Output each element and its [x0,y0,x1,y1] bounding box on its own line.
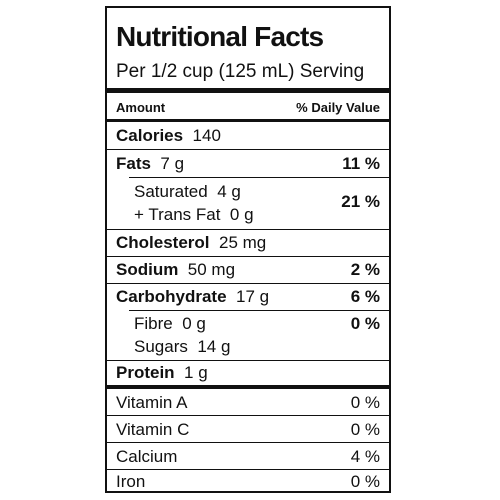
serving-size: Per 1/2 cup (125 mL) Serving [116,61,365,82]
fats-amount: 7 g [160,154,185,173]
fats-row: Fats 7 g 11 % [107,150,389,177]
mineral-name: Iron [116,472,146,491]
vitamin-row: Vitamin A 0 % [107,389,389,415]
divider [107,469,389,470]
sugars-amount: 14 g [197,337,231,356]
fats-daily-value: 11 % [342,154,380,173]
trans-fat-amount: 0 g [229,205,254,224]
label-title: Nutritional Facts [116,21,324,52]
protein-amount: 1 g [184,363,208,382]
mineral-row: Iron 0 % [107,470,389,491]
saturated-trans-daily-value: 21 % [341,192,380,211]
calories-label: Calories [116,126,184,145]
thick-rule-top [107,88,389,93]
divider [129,177,389,178]
carbohydrate-row: Carbohydrate 17 g 6 % [107,284,389,310]
mineral-name: Calcium [116,447,178,466]
vitamin-row: Vitamin C 0 % [107,416,389,442]
sugars-label: Sugars [134,337,188,356]
fats-label: Fats [116,154,151,173]
medium-rule [107,119,389,122]
column-header-row: Amount % Daily Value [107,94,389,119]
nutrition-facts-label: Nutritional Facts Per 1/2 cup (125 mL) S… [105,6,391,493]
vitamin-daily-value: 0 % [350,393,380,412]
saturated-label: Saturated [134,182,208,201]
sodium-row: Sodium 50 mg 2 % [107,257,389,283]
vitamin-name: Vitamin A [116,393,188,412]
fibre-sugars-daily-value: 0 % [350,314,380,333]
calories-amount: 140 [192,126,221,145]
divider [129,310,389,311]
cholesterol-label: Cholesterol [116,233,210,252]
fibre-sugars-row: Fibre 0 g Sugars 14 g 0 % [107,311,389,360]
fibre-label: Fibre [134,314,173,333]
divider [107,442,389,443]
carbohydrate-label: Carbohydrate [116,287,227,306]
cholesterol-amount: 25 mg [218,233,267,252]
divider [107,360,389,361]
cholesterol-row: Cholesterol 25 mg [107,230,389,256]
divider [107,256,389,257]
sodium-label: Sodium [116,260,179,279]
trans-fat-label: + Trans Fat [134,205,221,224]
daily-value-header: % Daily Value [296,100,380,115]
divider [107,149,389,150]
mineral-row: Calcium 4 % [107,443,389,469]
divider [107,283,389,284]
calories-row: Calories 140 [107,122,389,149]
fibre-amount: 0 g [182,314,206,333]
mineral-daily-value: 4 % [350,447,380,466]
vitamin-daily-value: 0 % [350,420,380,439]
vitamin-name: Vitamin C [116,420,190,439]
protein-row: Protein 1 g [107,361,389,385]
carbohydrate-daily-value: 6 % [350,287,380,306]
divider [107,415,389,416]
sodium-amount: 50 mg [187,260,236,279]
carbohydrate-amount: 17 g [235,287,270,306]
sodium-daily-value: 2 % [350,260,380,279]
saturated-trans-row: Saturated 4 g + Trans Fat 0 g 21 % [107,178,389,229]
saturated-amount: 4 g [217,182,241,201]
amount-header: Amount [116,100,166,115]
protein-label: Protein [116,363,175,382]
mineral-daily-value: 0 % [350,472,380,491]
thick-rule-bottom [107,385,389,389]
divider [107,229,389,230]
